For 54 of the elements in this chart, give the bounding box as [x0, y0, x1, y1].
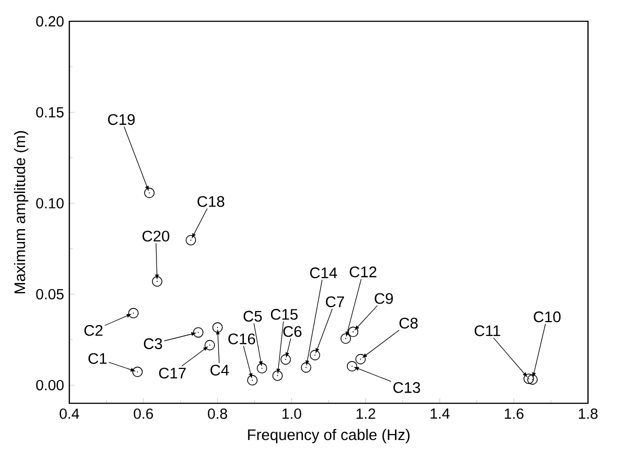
y-tick-label: 0.20 [36, 16, 64, 27]
x-tick-label: 1.2 [356, 408, 376, 419]
annotation: C9 [374, 293, 393, 304]
point [300, 362, 312, 373]
annotation: C19 [108, 114, 135, 125]
annotation: C18 [198, 196, 224, 207]
point [128, 308, 139, 318]
point [272, 370, 283, 381]
x-tick-label: 1.6 [504, 408, 524, 419]
annotation: C3 [144, 338, 162, 350]
annotation: C10 [534, 311, 561, 322]
point [256, 363, 268, 374]
x-tick-label: 1.8 [578, 408, 598, 419]
annotation: C14 [310, 267, 338, 278]
annotation: C20 [142, 230, 170, 242]
x-tick-label: 0.6 [134, 408, 153, 419]
point [247, 375, 258, 386]
point [204, 340, 215, 350]
y-axis-title: Maximum amplitude (m) [14, 131, 28, 294]
annotation: C16 [228, 333, 256, 344]
y-tick-label: 0.10 [36, 198, 64, 208]
y-tick-label: 0.00 [36, 380, 64, 390]
x-axis-title: Frequency of cable (Hz) [248, 428, 410, 444]
annotation: C12 [350, 266, 376, 278]
point [152, 276, 162, 287]
x-tick-label: 1.0 [282, 408, 302, 419]
annotation: C13 [393, 382, 420, 393]
x-tick-label: 0.4 [60, 408, 80, 419]
point [144, 188, 155, 198]
annotation: C1 [88, 353, 107, 364]
annotation: C7 [326, 296, 344, 308]
y-tick-label: 0.15 [36, 107, 64, 118]
point [186, 234, 196, 246]
point [348, 326, 358, 338]
point [280, 354, 291, 365]
x-tick-label: 1.4 [430, 408, 450, 419]
point [340, 333, 351, 344]
annotation: C11 [474, 325, 500, 336]
point [212, 322, 223, 333]
point [132, 366, 143, 378]
annotation: C15 [270, 308, 298, 320]
point [193, 327, 204, 338]
annotation: C5 [244, 310, 262, 322]
annotation: C17 [159, 368, 186, 379]
x-tick-label: 0.8 [208, 408, 228, 419]
point [524, 374, 534, 384]
point [355, 354, 366, 364]
annotation: C6 [283, 326, 302, 337]
annotation: C2 [84, 325, 102, 336]
point [527, 374, 538, 385]
annotation: C8 [400, 318, 418, 329]
y-tick-label: 0.05 [36, 289, 64, 300]
annotation: C4 [210, 364, 229, 376]
point [310, 350, 320, 360]
